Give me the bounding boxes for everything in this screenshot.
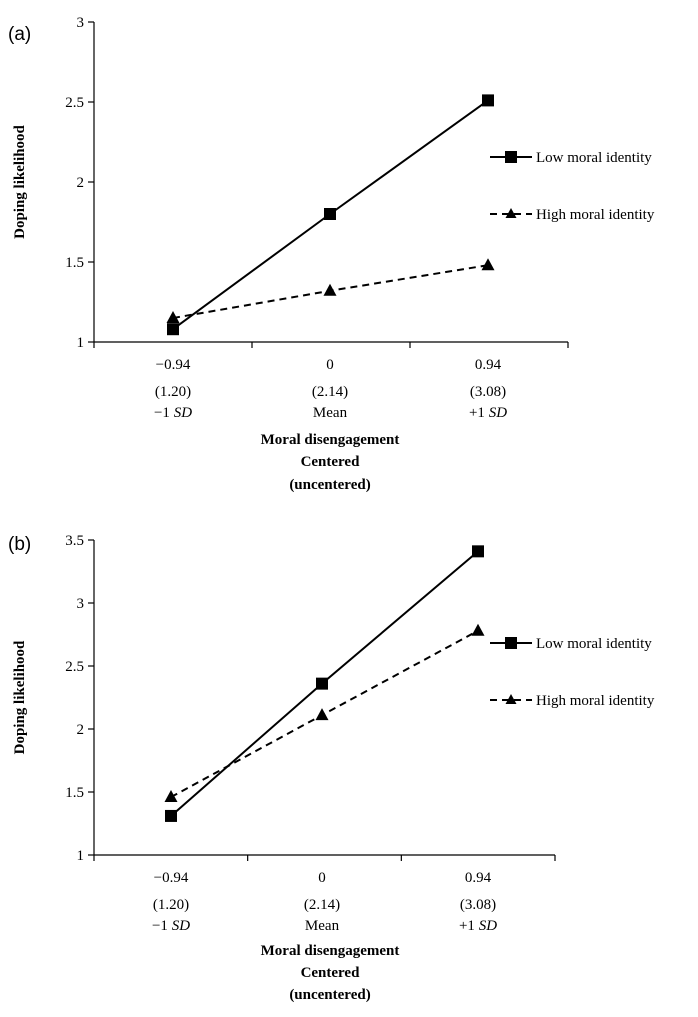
y-tick-label: 1.5 <box>65 255 84 271</box>
x-tick-label-uncentered: (3.08) <box>470 384 506 400</box>
x-axis-label: Centered <box>301 965 361 981</box>
x-tick-label-centered: 0.94 <box>475 357 502 373</box>
chart-panel-b: (b) 1 1.5 2 2.5 3 3.5 −0.94 (1.20) −1 SD 0 (2.14) Me… <box>8 533 655 1003</box>
x-axis-label: (uncentered) <box>289 477 370 493</box>
x-tick-label-uncentered: (1.20) <box>155 384 191 400</box>
x-tick-label-uncentered: (2.14) <box>312 384 348 400</box>
y-tick-label: 3 <box>77 596 85 612</box>
panel-label: (b) <box>8 534 31 555</box>
x-tick-label-centered: 0 <box>318 870 326 886</box>
data-point-square <box>165 809 177 822</box>
sd-prefix: +1 <box>459 918 479 934</box>
data-point-square <box>482 94 494 107</box>
x-tick-label-centered: −0.94 <box>154 870 189 886</box>
data-point-square <box>316 677 328 690</box>
legend-marker-triangle <box>505 208 517 218</box>
data-point-triangle <box>323 283 337 296</box>
data-point-triangle <box>164 790 178 803</box>
x-axis-label: Moral disengagement <box>261 432 400 448</box>
x-tick-label-centered: −0.94 <box>156 357 191 373</box>
data-point-triangle <box>471 623 485 636</box>
x-tick-label-uncentered: (3.08) <box>460 897 496 913</box>
x-tick-label-sd: +1 SD <box>459 918 497 934</box>
y-tick-label: 2.5 <box>65 95 84 111</box>
y-tick-label: 2 <box>77 722 85 738</box>
x-tick-label-sd: Mean <box>305 918 340 934</box>
data-point-triangle <box>481 258 495 271</box>
y-tick-label: 1.5 <box>65 785 84 801</box>
sd-prefix: +1 <box>469 405 489 421</box>
x-axis-label: Moral disengagement <box>261 943 400 959</box>
sd-prefix: Mean <box>313 405 348 421</box>
x-tick-label-centered: 0.94 <box>465 870 492 886</box>
data-point-square <box>472 545 484 558</box>
data-point-triangle <box>315 708 329 721</box>
legend-label: High moral identity <box>536 207 655 223</box>
y-tick-label: 2 <box>77 175 85 191</box>
data-point-triangle <box>166 311 180 323</box>
legend-label: Low moral identity <box>536 636 652 652</box>
data-point-square <box>167 323 179 336</box>
legend-marker-square <box>505 151 517 163</box>
sd-prefix: −1 <box>154 405 174 421</box>
x-tick-label-sd: Mean <box>313 405 348 421</box>
sd-prefix: Mean <box>305 918 340 934</box>
x-axis-label: Centered <box>301 454 361 470</box>
x-tick-label-sd: +1 SD <box>469 405 507 421</box>
legend-marker-square <box>505 637 517 649</box>
y-tick-label: 1 <box>77 848 85 864</box>
sd-suffix: SD <box>489 405 508 421</box>
x-tick-label-uncentered: (2.14) <box>304 897 340 913</box>
x-tick-label-sd: −1 SD <box>154 405 192 421</box>
x-tick-label-sd: −1 SD <box>152 918 190 934</box>
y-tick-label: 2.5 <box>65 659 84 675</box>
panel-label: (a) <box>8 24 31 45</box>
chart-panel-a: (a) 1 1.5 2 2.5 3 −0.94 (1.20) −1 SD 0 (2.14) Mean 0… <box>8 15 655 493</box>
y-axis-label: Doping likelihood <box>12 640 28 754</box>
sd-suffix: SD <box>479 918 498 934</box>
y-tick-label: 1 <box>77 335 85 351</box>
x-axis-label: (uncentered) <box>289 987 370 1003</box>
legend-marker-triangle <box>505 694 517 704</box>
sd-prefix: −1 <box>152 918 172 934</box>
sd-suffix: SD <box>172 918 191 934</box>
x-tick-label-centered: 0 <box>326 357 334 373</box>
sd-suffix: SD <box>174 405 193 421</box>
legend-label: High moral identity <box>536 693 655 709</box>
legend-label: Low moral identity <box>536 150 652 166</box>
data-point-square <box>324 208 336 220</box>
x-tick-label-uncentered: (1.20) <box>153 897 189 913</box>
y-tick-label: 3 <box>77 15 85 31</box>
y-axis-label: Doping likelihood <box>12 124 28 238</box>
y-tick-label: 3.5 <box>65 533 84 549</box>
